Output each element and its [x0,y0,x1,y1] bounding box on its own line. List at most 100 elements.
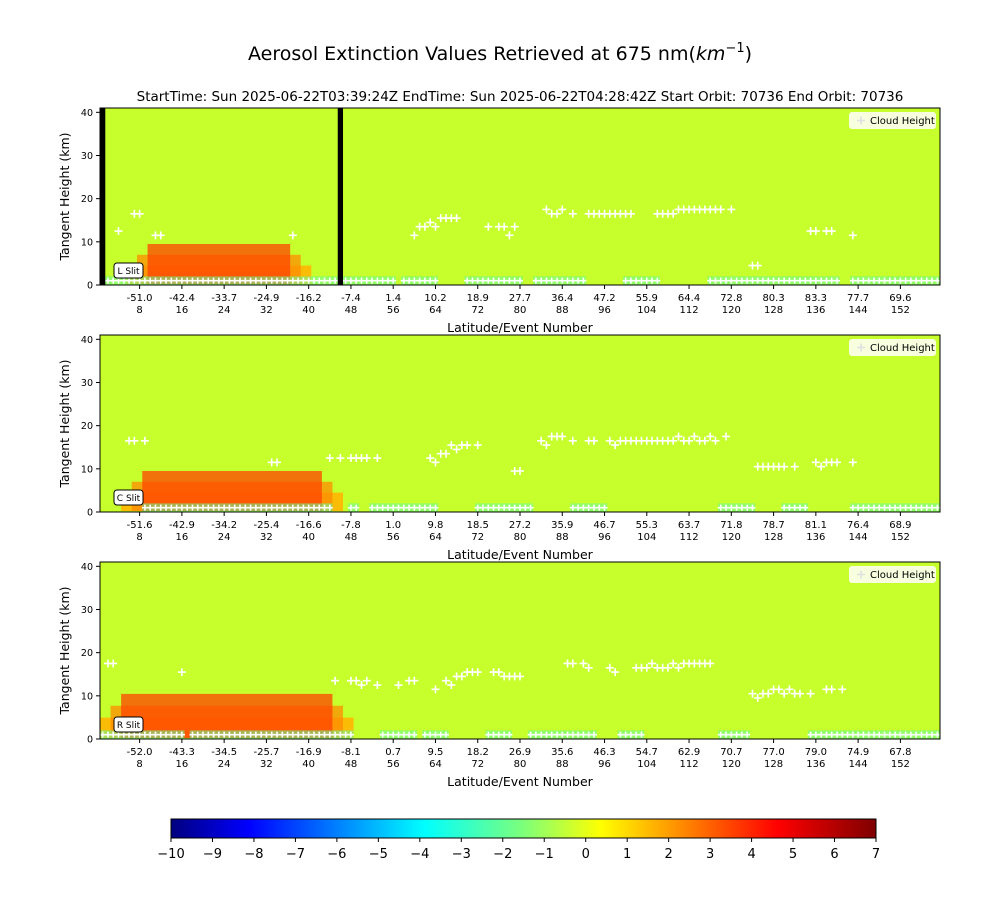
cloud-height-marker [611,668,620,677]
cloud-height-marker [807,731,814,738]
cloud-height-marker [564,277,571,284]
cloud-height-marker [432,277,439,284]
cloud-height-marker [395,731,402,738]
cloud-height-marker [347,731,354,738]
cloud-height-marker [485,504,492,511]
cloud-height-marker [749,277,756,284]
cloud-height-marker [786,277,793,284]
cloud-height-marker [738,504,745,511]
x-tick-latitude: 80.3 [762,293,784,304]
cloud-height-marker [321,277,328,284]
colorbar-tick-label: −10 [157,847,184,862]
x-tick-latitude: 77.0 [762,747,784,758]
x-tick-event-number: 64 [429,532,442,543]
cloud-height-marker [205,277,212,284]
cloud-height-marker [200,277,207,284]
cloud-height-marker [902,731,909,738]
cloud-height-marker [538,731,545,738]
x-tick-event-number: 104 [637,759,656,770]
x-tick-event-number: 72 [471,759,484,770]
x-tick-latitude: 78.7 [762,520,784,531]
cloud-height-marker [384,504,391,511]
cloud-height-marker [506,731,513,738]
x-tick-latitude: 81.1 [805,520,827,531]
cloud-height-marker [406,731,413,738]
cloud-height-marker [226,504,233,511]
cloud-height-marker [934,731,941,738]
cloud-height-marker [774,685,783,694]
cloud-height-marker [543,277,550,284]
x-tick-latitude: -51.6 [127,520,153,531]
y-tick-label: 0 [87,281,93,292]
cloud-height-marker [357,681,366,690]
cloud-height-marker [200,504,207,511]
x-tick-event-number: 144 [849,532,868,543]
colorbar-tick-label: 6 [830,847,838,862]
cloud-height-marker [210,731,217,738]
cloud-height-marker [674,663,683,672]
cloud-height-marker [210,277,217,284]
missing-event-column [337,108,344,285]
cloud-height-marker [728,731,735,738]
cloud-height-marker [421,731,428,738]
cloud-height-marker [374,277,381,284]
cloud-height-marker [447,681,456,690]
cloud-height-marker [865,504,872,511]
cloud-height-marker [886,277,893,284]
colorbar-tick-label: −5 [369,847,388,862]
cloud-height-marker [152,731,159,738]
x-tick-latitude: 62.9 [678,747,700,758]
cloud-height-marker [833,731,840,738]
slit-label-box [113,262,144,279]
y-axis-label: Tangent Height (km) [57,586,72,715]
x-tick-latitude: -16.9 [296,747,322,758]
colorbar-tick-label: 5 [789,847,797,862]
x-tick-latitude: -24.9 [253,293,279,304]
cloud-height-marker [818,277,825,284]
cloud-height-marker [384,277,391,284]
cloud-height-marker [881,277,888,284]
cloud-height-marker [120,277,127,284]
x-tick-latitude: -25.4 [253,520,279,531]
cloud-height-marker [785,685,794,694]
cloud-height-marker [897,504,904,511]
cloud-height-marker [126,731,133,738]
cloud-height-marker [321,504,328,511]
cloud-height-marker [638,731,645,738]
x-tick-event-number: 64 [429,759,442,770]
cloud-height-marker [733,277,740,284]
x-tick-latitude: 47.2 [593,293,615,304]
cloud-height-marker [527,731,534,738]
panel-l-slit: 0 10 20 30 40 -51.08 -42.416 -33.724 -24.932 -16.… [57,107,941,335]
cloud-height-marker [416,277,423,284]
cloud-height-marker [500,222,509,231]
cloud-height-marker [717,277,724,284]
cloud-height-marker [400,277,407,284]
cloud-height-marker [517,277,523,284]
x-tick-latitude: 46.3 [593,747,615,758]
cloud-height-marker [168,277,175,284]
cloud-height-marker [775,277,782,284]
x-tick-event-number: 40 [302,532,315,543]
cloud-height-marker [485,731,492,738]
x-tick-event-number: 152 [891,305,910,316]
cloud-height-marker [589,436,598,445]
x-tick-latitude: 0.7 [385,747,401,758]
cloud-height-marker [791,504,798,511]
cloud-height-marker [305,277,312,284]
cloud-height-marker [791,277,798,284]
cloud-height-marker [426,218,435,227]
cloud-height-marker [168,731,175,738]
y-tick-label: 10 [81,691,93,702]
cloud-height-marker [452,214,461,223]
y-tick-label: 20 [81,421,93,432]
cloud-height-marker [411,277,418,284]
cloud-height-marker [373,681,382,690]
cloud-height-marker [443,731,450,738]
cloud-height-marker [416,504,423,511]
x-tick-event-number: 88 [556,532,569,543]
cloud-height-marker [923,731,930,738]
cloud-height-marker [157,277,164,284]
cloud-height-marker [273,731,280,738]
cloud-height-marker [585,504,592,511]
